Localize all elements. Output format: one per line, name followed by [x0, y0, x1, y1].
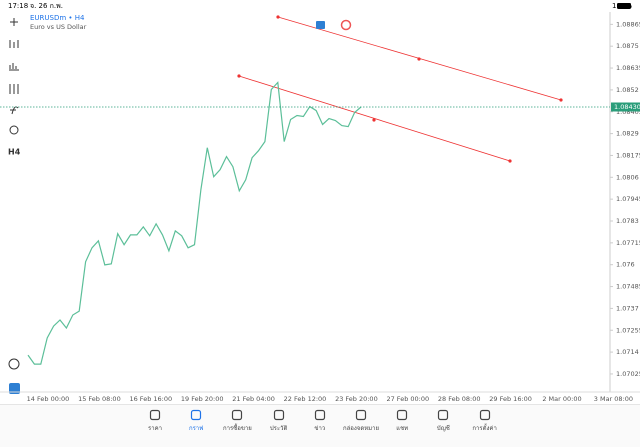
nav-icon[interactable]: [190, 409, 202, 421]
current-price-tag: [611, 102, 640, 112]
nav-icon[interactable]: [437, 409, 449, 421]
x-tick-label: 19 Feb 20:00: [181, 395, 224, 403]
objects-icon[interactable]: [9, 125, 19, 135]
x-tick-label: 15 Feb 08:00: [78, 395, 121, 403]
nav-icon[interactable]: [273, 409, 285, 421]
nav-item[interactable]: ราคา: [133, 405, 177, 433]
nav-icon[interactable]: [355, 409, 367, 421]
y-tick-label: 1.08175: [616, 151, 640, 159]
y-tick-label: 1.08635: [616, 64, 640, 72]
y-tick-label: 1.07715: [616, 239, 640, 247]
nav-item[interactable]: ประวัติ: [257, 405, 301, 433]
y-tick-label: 1.0737: [616, 304, 639, 312]
function-icon[interactable]: [10, 106, 19, 115]
x-tick-label: 29 Feb 16:00: [489, 395, 532, 403]
nav-label[interactable]: กล่องจดหมาย: [342, 425, 380, 432]
signal-button[interactable]: [340, 19, 352, 31]
price-line: [27, 81, 362, 365]
chart-screen: 17:18 จ. 26 ก.พ. 100% EURUSDm • H4 Euro …: [0, 2, 640, 403]
x-tick-label: 14 Feb 00:00: [27, 395, 70, 403]
y-tick-label: 1.07485: [616, 283, 640, 291]
x-tick-label: 3 Mar 08:00: [594, 395, 633, 403]
y-tick-label: 1.0714: [616, 348, 639, 356]
nav-item[interactable]: กล่องจดหมาย: [339, 405, 383, 433]
nav-label[interactable]: แชท: [396, 425, 409, 432]
y-tick-label: 1.0852: [616, 86, 639, 94]
bottom-nav: ราคา กราฟ การซื้อขาย ประวัติ ข่าว กล่องจดหมาย…: [0, 404, 640, 447]
nav-label[interactable]: การตั้งค่า: [472, 425, 497, 432]
nav-item[interactable]: การตั้งค่า: [463, 405, 507, 433]
nav-item[interactable]: แชท: [380, 405, 424, 433]
symbol-name[interactable]: EURUSDm • H4: [30, 14, 85, 22]
x-tick-label: 27 Feb 00:00: [386, 395, 429, 403]
x-tick-label: 23 Feb 20:00: [335, 395, 378, 403]
nav-icon[interactable]: [479, 409, 491, 421]
nav-item[interactable]: บัญชี: [421, 405, 465, 433]
nav-item[interactable]: การซื้อขาย: [215, 405, 259, 433]
y-tick-label: 1.07025: [616, 370, 640, 378]
app-logo[interactable]: [9, 383, 20, 394]
current-price-label: 1.08430: [614, 103, 640, 111]
y-tick-label: 1.0806: [616, 173, 639, 181]
left-toolbar[interactable]: [8, 18, 20, 370]
nav-label[interactable]: ราคา: [148, 425, 162, 432]
timeframe[interactable]: H4: [8, 148, 21, 157]
y-tick-label: 1.07945: [616, 195, 640, 203]
battery-icon: [617, 3, 631, 9]
nav-item[interactable]: กราฟ: [174, 405, 218, 433]
y-tick-label: 1.07255: [616, 326, 640, 334]
settings-icon[interactable]: [9, 84, 19, 94]
y-tick-label: 1.076: [616, 261, 635, 269]
x-tick-label: 16 Feb 16:00: [129, 395, 172, 403]
nav-label[interactable]: ข่าว: [314, 425, 326, 432]
nav-icon[interactable]: [231, 409, 243, 421]
y-tick-label: 1.0829: [616, 130, 639, 138]
candles-icon[interactable]: [9, 40, 19, 48]
nav-label[interactable]: บัญชี: [436, 425, 450, 432]
y-tick-label: 1.08865: [616, 20, 640, 28]
nav-label[interactable]: กราฟ: [188, 425, 204, 432]
indicator-icon[interactable]: [9, 63, 19, 71]
nav-icon[interactable]: [149, 409, 161, 421]
trend-lines[interactable]: [237, 15, 563, 163]
x-tick-label: 22 Feb 12:00: [284, 395, 327, 403]
crosshair-icon[interactable]: [10, 18, 18, 26]
status-date: จ. 26 ก.พ.: [30, 2, 63, 10]
x-tick-label: 21 Feb 04:00: [232, 395, 275, 403]
status-time: 17:18: [8, 2, 28, 10]
nav-item[interactable]: ข่าว: [298, 405, 342, 433]
signal-icon[interactable]: [8, 358, 20, 370]
y-tick-label: 1.08405: [616, 108, 640, 116]
y-tick-label: 1.0783: [616, 217, 639, 225]
nav-label[interactable]: ประวัติ: [269, 425, 288, 432]
symbol-description: Euro vs US Dollar: [30, 23, 87, 31]
nav-icon[interactable]: [396, 409, 408, 421]
nav-label[interactable]: การซื้อขาย: [222, 425, 252, 432]
x-tick-label: 28 Feb 08:00: [438, 395, 481, 403]
trade-button[interactable]: [316, 21, 325, 29]
x-tick-label: 2 Mar 00:00: [542, 395, 581, 403]
nav-icon[interactable]: [314, 409, 326, 421]
y-tick-label: 1.0875: [616, 42, 639, 50]
